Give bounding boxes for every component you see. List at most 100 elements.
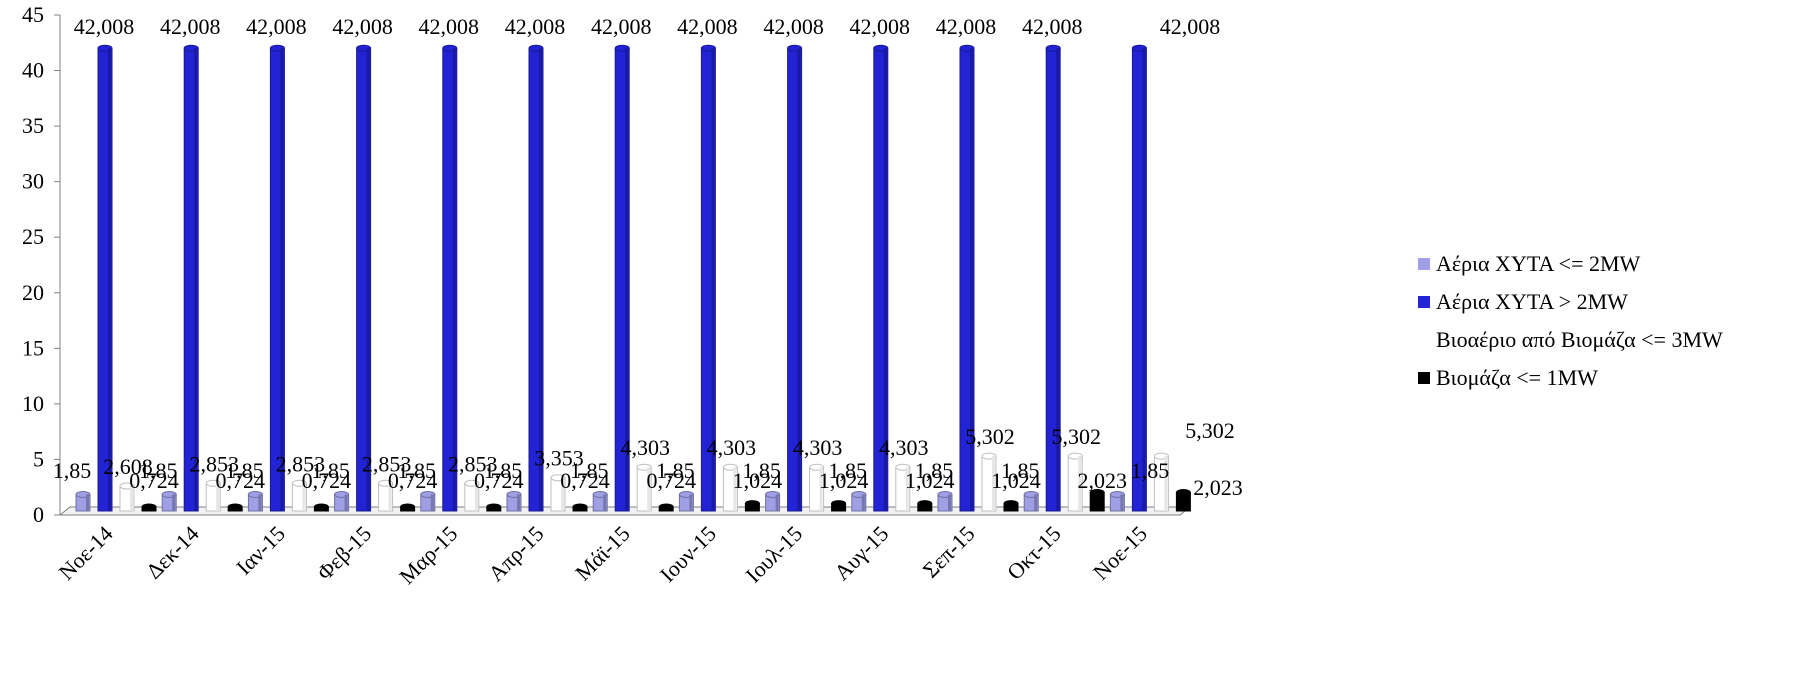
bar-shading [1034, 494, 1038, 511]
x-tick-label: Ιουλ-15 [741, 521, 808, 588]
bar-shading [194, 48, 198, 511]
bar-shading [302, 483, 306, 511]
bar [119, 482, 135, 512]
bar-shading [258, 494, 262, 511]
bar [765, 490, 781, 512]
bar [464, 479, 480, 512]
bar [614, 44, 630, 512]
bar-shading [1014, 503, 1017, 511]
bar [636, 463, 652, 512]
bar-shading [948, 494, 951, 511]
data-label: 1,85 [225, 458, 264, 483]
x-tick-label: Ιαν-15 [231, 521, 290, 580]
data-label: 2,853 [448, 451, 498, 476]
data-label: 0,724 [129, 468, 179, 493]
y-tick-label: 5 [33, 446, 44, 471]
bar-shading [324, 506, 328, 511]
y-tick-label: 30 [22, 169, 44, 194]
bar-shading [238, 506, 242, 511]
legend-label: Αέρια ΧΥΤΑ > 2MW [1436, 289, 1628, 314]
bar-shading [883, 48, 887, 511]
bar [205, 479, 221, 512]
bar [141, 503, 157, 512]
bar [592, 490, 608, 512]
data-label: 1,85 [1131, 458, 1170, 483]
data-label: 42,008 [1160, 14, 1221, 39]
data-label: 1,024 [991, 468, 1041, 493]
bar-shading [517, 494, 520, 511]
bar-shading [366, 48, 370, 511]
data-label: 4,303 [620, 435, 670, 460]
x-tick-label: Νοε-15 [1088, 521, 1152, 585]
bar-shading [430, 494, 434, 511]
bar [334, 490, 350, 512]
data-label: 42,008 [505, 14, 566, 39]
legend-swatch [1418, 296, 1430, 308]
bar-shading [216, 483, 220, 511]
bar [528, 44, 544, 512]
x-tick-label: Φεβ-15 [312, 521, 376, 585]
bar-shading [992, 456, 995, 511]
bar-shading [775, 494, 779, 511]
bar [442, 44, 458, 512]
x-tick-label: Οκτ-15 [1002, 521, 1066, 585]
bar [1089, 489, 1105, 512]
bar-shading [388, 483, 392, 511]
bar-shading [927, 503, 931, 511]
data-label: 4,303 [879, 435, 929, 460]
bar-shading [344, 494, 348, 511]
bar-shading [86, 494, 89, 511]
bar-shading [152, 506, 155, 511]
data-label: 42,008 [332, 14, 393, 39]
legend-item: Αέρια ΧΥΤΑ <= 2MW [1418, 245, 1723, 283]
bar-shading [1186, 492, 1190, 511]
x-tick-label: Μαρ-15 [394, 521, 462, 589]
bar-shading [1056, 48, 1060, 511]
data-label: 42,008 [763, 14, 824, 39]
legend-item: Αέρια ΧΥΤΑ > 2MW [1418, 283, 1723, 321]
legend-swatch [1418, 372, 1430, 384]
data-label: 4,303 [707, 435, 757, 460]
x-tick-label: Αυγ-15 [829, 521, 893, 585]
data-label: 2,023 [1077, 468, 1127, 493]
data-label: 42,008 [1022, 14, 1083, 39]
data-label: 3,353 [534, 446, 584, 471]
bar [959, 44, 975, 512]
bar [161, 490, 177, 512]
legend-label: Αέρια ΧΥΤΑ <= 2MW [1436, 251, 1641, 276]
x-tick-label: Μάϊ-15 [570, 521, 635, 586]
bar-shading [711, 48, 715, 511]
bar [550, 474, 566, 512]
bar [97, 44, 113, 512]
data-label: 1,85 [915, 458, 954, 483]
bar [1023, 490, 1039, 512]
data-label: 42,008 [74, 14, 135, 39]
chart-bars [75, 44, 1191, 512]
bar [895, 463, 911, 512]
bar-shading [841, 503, 845, 511]
bar [420, 490, 436, 512]
x-tick-label: Απρ-15 [483, 521, 548, 586]
data-label: 1,85 [398, 458, 437, 483]
bar [1153, 452, 1169, 512]
bar [1175, 489, 1191, 512]
bar-shading [108, 48, 111, 511]
bar [227, 503, 243, 512]
y-tick-label: 40 [22, 58, 44, 83]
bar-shading [797, 48, 801, 511]
bar-shading [905, 467, 909, 511]
bar-shading [452, 48, 456, 511]
data-label: 5,302 [1185, 418, 1235, 443]
y-tick-label: 15 [22, 335, 44, 360]
data-label: 1,85 [311, 458, 350, 483]
bar-shading [172, 494, 176, 511]
data-label: 1,024 [905, 468, 955, 493]
bar [378, 479, 394, 512]
bar [183, 44, 199, 512]
legend-item: Βιομάζα <= 1MW [1418, 359, 1723, 397]
bar [506, 490, 522, 512]
bar [744, 500, 760, 512]
bar-shading [539, 48, 542, 511]
bar-shading [970, 48, 973, 511]
